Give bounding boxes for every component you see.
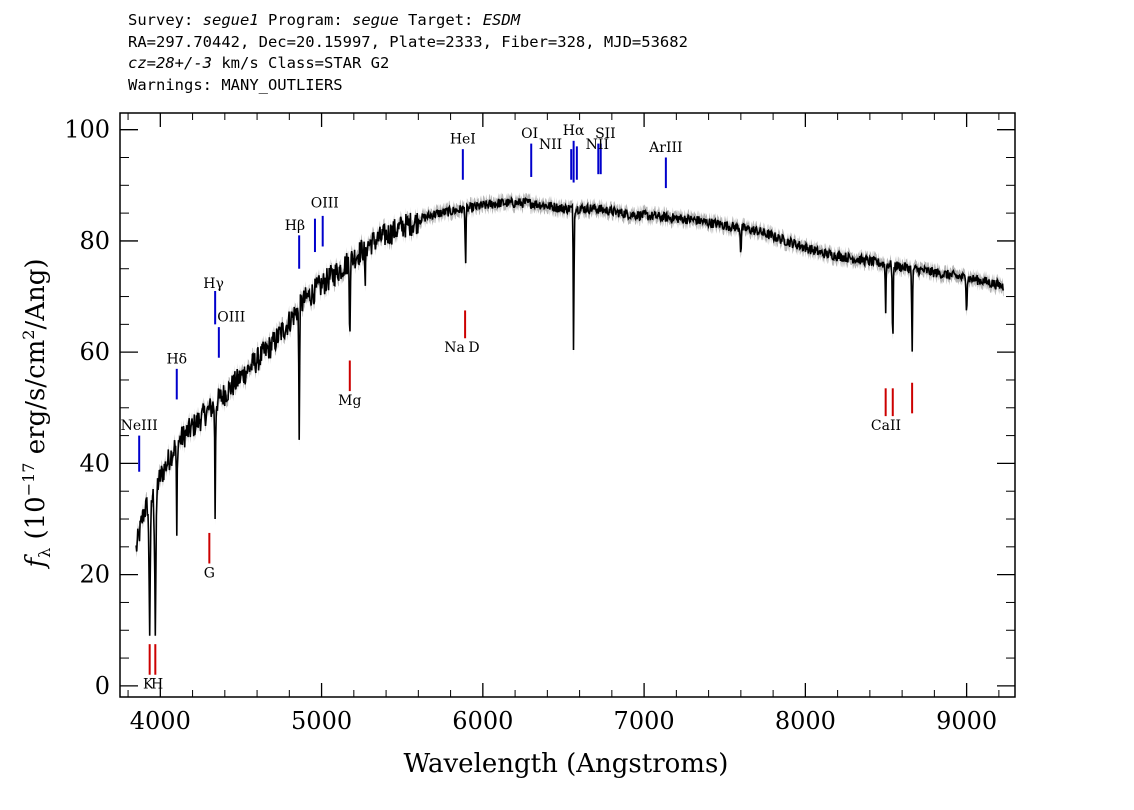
y-label-units-1: (10 [21, 496, 51, 548]
y-tick-label: 0 [95, 672, 110, 700]
x-tick-label: 9000 [936, 707, 997, 735]
y-label-units-2: erg/s/cm [21, 340, 51, 463]
absorption-label-6: CaII [871, 418, 901, 434]
header-line-coordinates: RA=297.70442, Dec=20.15997, Plate=2333, … [128, 32, 688, 51]
emission-label-11: NII [586, 137, 609, 153]
header-line-redshift: cz=28+/-3 km/s Class=STAR G2 [128, 53, 688, 75]
emission-label-7: OI [521, 126, 538, 142]
emission-label-3: OIII [217, 310, 245, 326]
spectrum-line [135, 196, 1005, 636]
x-tick-label: 6000 [452, 707, 513, 735]
emission-label-0: NeIII [121, 418, 158, 434]
y-tick-label: 20 [79, 561, 110, 589]
emission-label-10: SII [595, 126, 616, 142]
program-value: segue [352, 11, 399, 29]
y-axis-label: fλ (10−17 erg/s/cm2/Ang) [19, 258, 54, 569]
emission-label-9: Hα [563, 123, 585, 139]
absorption-label-5: D [468, 340, 479, 356]
cz-value: cz=28+/-3 [128, 54, 212, 72]
x-tick-label: 7000 [614, 707, 675, 735]
x-tick-label: 8000 [775, 707, 836, 735]
x-tick-label: 4000 [130, 707, 191, 735]
emission-label-4: Hβ [285, 218, 305, 234]
survey-value: segue1 [202, 11, 259, 29]
absorption-label-1: H [151, 677, 163, 693]
x-tick-label: 5000 [291, 707, 352, 735]
cz-class-text: km/s Class=STAR G2 [212, 54, 390, 72]
program-label: Program: [268, 11, 343, 29]
emission-label-5: OIII [311, 196, 339, 212]
spectrum-header: Survey: segue1 Program: segue Target: ES… [128, 10, 688, 96]
y-tick-label: 60 [79, 338, 110, 366]
x-axis-label: Wavelength (Angstroms) [404, 749, 729, 779]
absorption-label-3: Mg [338, 393, 361, 409]
emission-label-1: Hδ [166, 351, 187, 367]
absorption-label-2: G [204, 565, 215, 581]
absorption-label-4: Na [444, 340, 465, 356]
absorption-label-0: K [143, 677, 154, 693]
header-line-warnings: Warnings: MANY_OUTLIERS [128, 75, 343, 94]
header-line-survey: Survey: segue1 Program: segue Target: ES… [128, 10, 688, 32]
emission-label-12: ArIII [648, 140, 682, 156]
axes-layer: 4000 5000 6000 7000 8000 9000 0 20 40 60 80 100 [64, 112, 1016, 735]
emission-label-8: NII [539, 137, 562, 153]
y-label-units-3: /Ang) [21, 258, 51, 329]
survey-label: Survey: [128, 11, 194, 29]
y-tick-label: 100 [64, 116, 110, 144]
target-label: Target: [408, 11, 474, 29]
svg-text:fλ (10−17 erg/s/cm2/Ang): fλ (10−17 erg/s/cm2/Ang) [19, 258, 54, 569]
y-label-lambda: λ [35, 548, 54, 558]
y-label-sq: 2 [19, 330, 38, 340]
emission-label-2: Hγ [203, 276, 224, 292]
y-label-exp: −17 [19, 463, 38, 497]
spectrum-layer [135, 192, 1005, 642]
y-tick-label: 40 [79, 449, 110, 477]
plot-frame [119, 112, 1016, 698]
target-value: ESDM [482, 11, 521, 29]
y-tick-label: 80 [79, 227, 110, 255]
emission-label-6: HeI [450, 132, 476, 148]
